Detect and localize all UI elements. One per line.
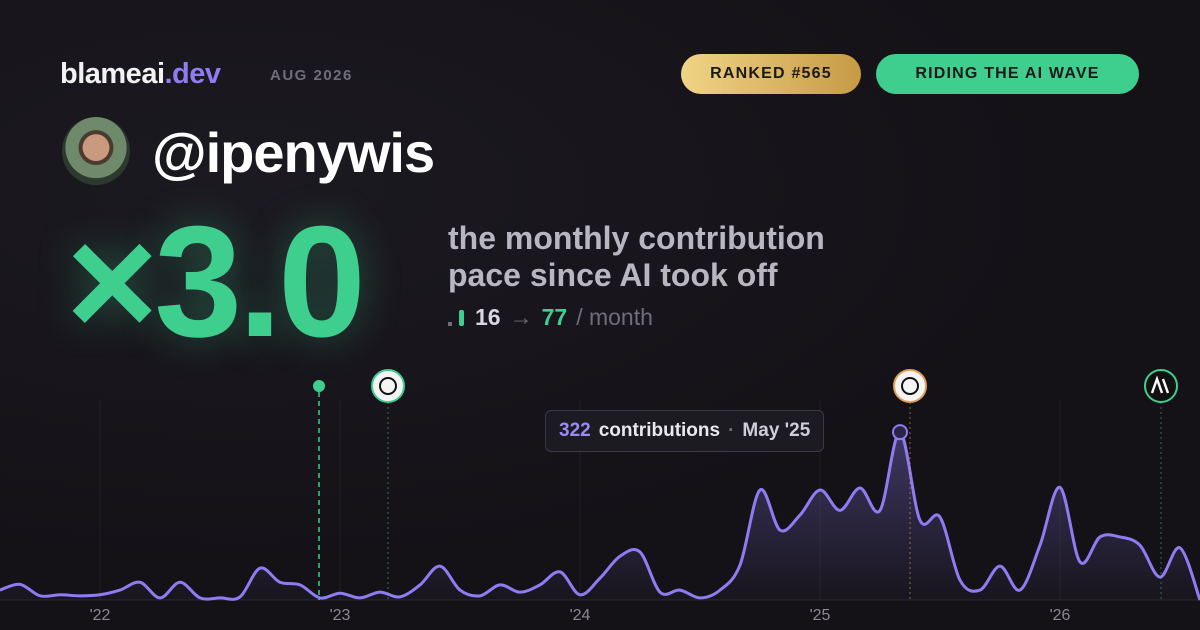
brand-name: blameai	[60, 58, 165, 90]
area	[0, 432, 1200, 600]
status-badge: RIDING THE AI WAVE	[876, 54, 1139, 94]
avatar	[62, 117, 130, 185]
openai-glyph	[379, 377, 397, 395]
tooltip-label: contributions	[598, 420, 721, 441]
peak-marker	[892, 424, 908, 441]
pace-from: 16	[475, 304, 501, 330]
x-tick-label: '24	[570, 607, 591, 624]
tooltip-separator: ·	[728, 420, 735, 441]
openai-glyph	[901, 377, 919, 395]
x-tick-label: '26	[1050, 607, 1071, 624]
anthropic-icon	[1144, 369, 1178, 403]
brand-suffix: .dev	[164, 58, 222, 90]
tooltip-value: 322	[559, 420, 591, 441]
event-dot	[313, 380, 325, 392]
anthropic-glyph	[1150, 375, 1170, 394]
brand: blameai.dev	[60, 58, 221, 91]
date: AUG 2026	[270, 67, 353, 84]
x-tick-label: '25	[810, 607, 831, 624]
pace-to: 77	[541, 304, 568, 330]
pace-unit: / month	[576, 304, 653, 330]
x-tick-label: '23	[330, 607, 351, 624]
openai-icon	[893, 369, 927, 403]
pace-icon	[448, 309, 464, 326]
tooltip: 322 contributions · May '25	[545, 410, 825, 452]
description: pace since AI took off	[448, 257, 778, 293]
multiplier: ×3.0	[66, 194, 366, 370]
tooltip-period: May '25	[742, 420, 811, 441]
pace-arrow: →	[509, 304, 533, 330]
x-tick-label: '22	[90, 607, 111, 624]
handle: @ipenywis	[152, 121, 435, 184]
description: the monthly contribution	[448, 220, 825, 256]
line	[0, 430, 1200, 601]
plot: '22 '23 '24 '25 '26	[0, 400, 1200, 624]
pace: 16 → 77 / month	[448, 304, 653, 331]
openai-icon	[371, 369, 405, 403]
events	[313, 369, 1178, 600]
rank-badge: RANKED #565	[681, 54, 861, 94]
